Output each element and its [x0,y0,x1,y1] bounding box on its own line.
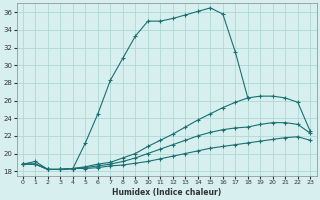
X-axis label: Humidex (Indice chaleur): Humidex (Indice chaleur) [112,188,221,197]
